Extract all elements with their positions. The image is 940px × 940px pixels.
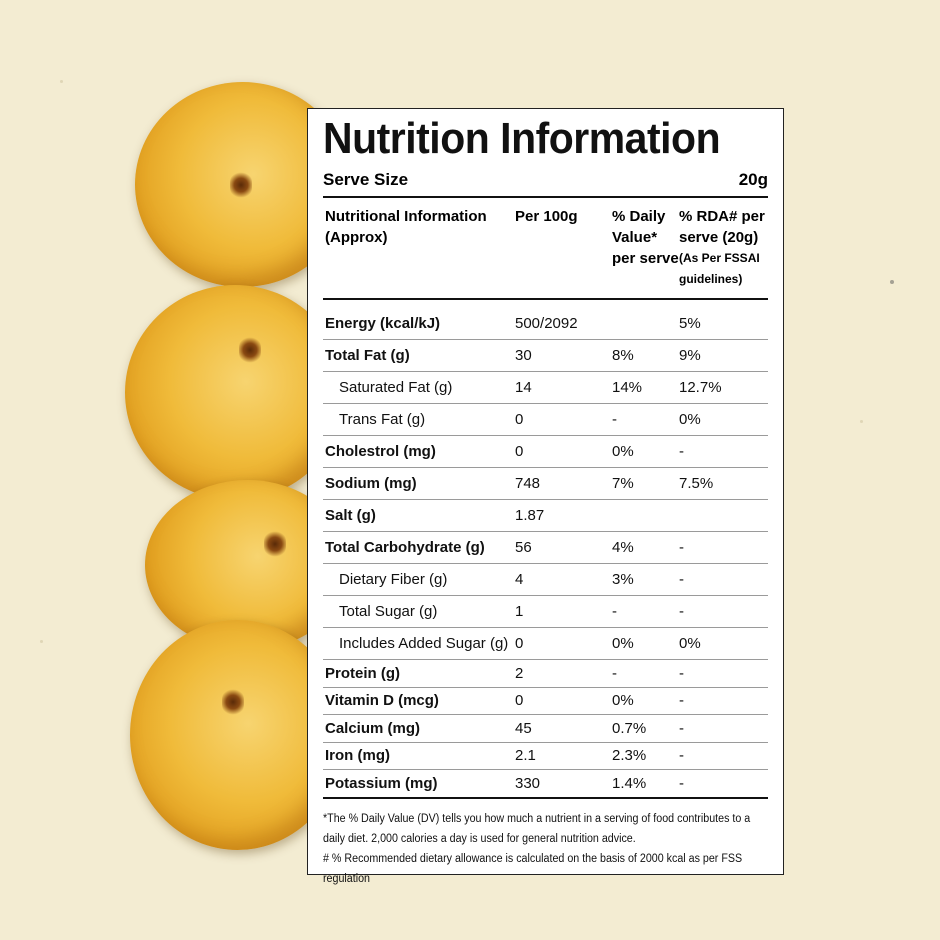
per-100g-value: 330 [515, 774, 541, 792]
table-row: Total Sugar (g) 1 - - [323, 596, 768, 628]
per-100g-value: 500/2092 [515, 315, 578, 332]
rda-value: - [679, 774, 684, 792]
daily-value: 0% [612, 443, 634, 460]
daily-value: - [612, 411, 617, 428]
nutrient-name: Includes Added Sugar (g) [339, 635, 509, 652]
rda-value: - [679, 443, 684, 460]
table-row: Sodium (mg) 748 7% 7.5% [323, 468, 768, 500]
table-row: Protein (g) 2 - - [323, 660, 768, 688]
per-100g-value: 0 [515, 411, 524, 428]
header-rda: % RDA# per serve (20g) (As Per FSSAI gui… [679, 206, 768, 290]
nutrient-name: Protein (g) [325, 664, 400, 682]
nutrient-name: Cholestrol (mg) [325, 443, 436, 460]
footnote-rda: # % Recommended dietary allowance is cal… [323, 852, 743, 885]
rda-value: - [679, 719, 684, 737]
daily-value: 2.3% [612, 747, 647, 765]
table-row: Energy (kcal/kJ) 500/2092 5% [323, 308, 768, 340]
per-100g-value: 30 [515, 347, 532, 364]
header-rda-note: (As Per FSSAI guidelines) [679, 251, 760, 286]
header-per100: Per 100g [515, 208, 578, 225]
rda-value: - [679, 539, 684, 556]
table-row: Vitamin D (mcg) 0 0% - [323, 688, 768, 715]
table-row: Total Fat (g) 30 8% 9% [323, 340, 768, 372]
nutrient-name: Total Carbohydrate (g) [325, 539, 485, 556]
label-title: Nutrition Information [323, 114, 721, 163]
daily-value: - [612, 603, 617, 620]
paper-speck [860, 420, 863, 423]
rda-value: - [679, 747, 684, 765]
table-row: Cholestrol (mg) 0 0% - [323, 436, 768, 468]
serve-size-row: Serve Size 20g [323, 170, 768, 198]
daily-value: - [612, 664, 617, 682]
daily-value: 0.7% [612, 719, 647, 737]
rda-value: - [679, 664, 684, 682]
daily-value: 7% [612, 475, 634, 492]
table-row: Total Carbohydrate (g) 56 4% - [323, 532, 768, 564]
nutrient-name: Total Sugar (g) [339, 603, 438, 620]
daily-value: 1.4% [612, 774, 647, 792]
table-row: Saturated Fat (g) 14 14% 12.7% [323, 372, 768, 404]
nutrient-name: Vitamin D (mcg) [325, 692, 439, 710]
per-100g-value: 45 [515, 719, 532, 737]
daily-value: 0% [612, 635, 634, 652]
nutrient-name: Saturated Fat (g) [339, 379, 453, 396]
daily-value: 3% [612, 571, 634, 588]
rda-value: - [679, 571, 684, 588]
rda-value: 0% [679, 411, 701, 428]
nutrient-name: Total Fat (g) [325, 347, 410, 364]
nutrient-name: Potassium (mg) [325, 774, 438, 792]
paper-speck [60, 80, 63, 83]
header-dv: % Daily Value* per serve [612, 208, 679, 267]
per-100g-value: 0 [515, 692, 524, 710]
rda-value: - [679, 603, 684, 620]
nutrient-name: Calcium (mg) [325, 719, 421, 737]
table-row: Dietary Fiber (g) 4 3% - [323, 564, 768, 596]
table-header: Nutritional Information (Approx) Per 100… [323, 198, 768, 300]
rda-value: 9% [679, 347, 701, 364]
nutrient-name: Iron (mg) [325, 747, 390, 765]
footnotes: *The % Daily Value (DV) tells you how mu… [323, 809, 770, 889]
table-row: Iron (mg) 2.1 2.3% - [323, 743, 768, 770]
table-row: Trans Fat (g) 0 - 0% [323, 404, 768, 436]
rda-value: 0% [679, 635, 701, 652]
nutrient-name: Energy (kcal/kJ) [325, 315, 441, 332]
per-100g-value: 748 [515, 475, 541, 492]
per-100g-value: 56 [515, 539, 532, 556]
daily-value: 4% [612, 539, 634, 556]
rda-value: 12.7% [679, 379, 722, 396]
nutrient-name: Trans Fat (g) [339, 411, 426, 428]
per-100g-value: 14 [515, 379, 532, 396]
nutrient-name: Salt (g) [325, 507, 376, 524]
per-100g-value: 2 [515, 664, 524, 682]
footnote-dv: *The % Daily Value (DV) tells you how mu… [323, 812, 751, 845]
paper-speck [890, 280, 894, 284]
rda-value: 5% [679, 315, 701, 332]
per-100g-value: 0 [515, 443, 524, 460]
paper-speck [40, 640, 43, 643]
per-100g-value: 4 [515, 571, 524, 588]
serve-size-value: 20g [738, 170, 768, 189]
daily-value: 14% [612, 379, 643, 396]
table-row: Calcium (mg) 45 0.7% - [323, 715, 768, 743]
nutrient-name: Sodium (mg) [325, 475, 417, 492]
table-row: Salt (g) 1.87 [323, 500, 768, 532]
table-row: Potassium (mg) 330 1.4% - [323, 770, 768, 799]
header-nutrient: Nutritional Information (Approx) [325, 208, 487, 246]
per-100g-value: 2.1 [515, 747, 536, 765]
rda-value: 7.5% [679, 475, 714, 492]
daily-value: 8% [612, 347, 634, 364]
rda-value: - [679, 692, 684, 710]
table-row: Includes Added Sugar (g) 0 0% 0% [323, 628, 768, 660]
nutrition-label: Nutrition Information Serve Size 20g Nut… [307, 108, 784, 885]
daily-value: 0% [612, 692, 634, 710]
per-100g-value: 1.87 [515, 507, 545, 524]
nutrient-table: Energy (kcal/kJ) 500/2092 5% Total Fat (g) 3… [323, 308, 768, 799]
header-rda-text: % RDA# per serve (20g) [679, 208, 765, 246]
per-100g-value: 0 [515, 635, 524, 652]
nutrient-name: Dietary Fiber (g) [339, 571, 448, 588]
per-100g-value: 1 [515, 603, 524, 620]
serve-size-label: Serve Size [323, 170, 409, 189]
